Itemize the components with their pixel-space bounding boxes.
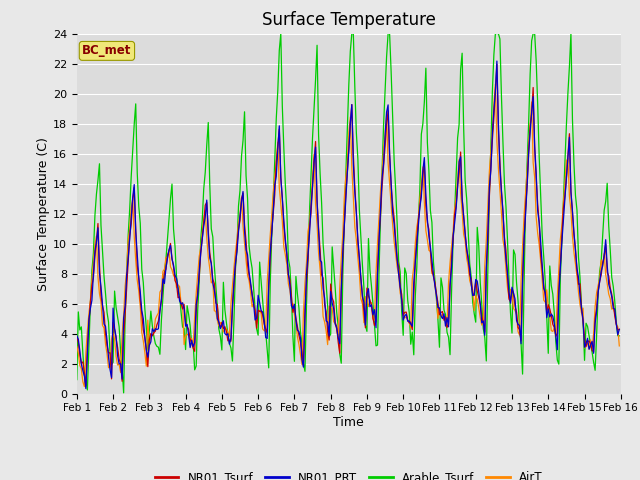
- Text: BC_met: BC_met: [82, 44, 132, 58]
- Legend: NR01_Tsurf, NR01_PRT, Arable_Tsurf, AirT: NR01_Tsurf, NR01_PRT, Arable_Tsurf, AirT: [150, 466, 548, 480]
- Y-axis label: Surface Temperature (C): Surface Temperature (C): [37, 137, 50, 290]
- X-axis label: Time: Time: [333, 416, 364, 429]
- Title: Surface Temperature: Surface Temperature: [262, 11, 436, 29]
